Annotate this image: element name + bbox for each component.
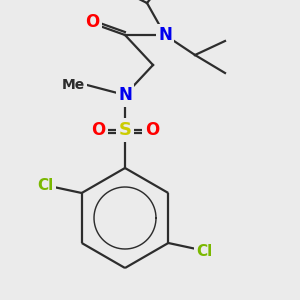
- Text: Cl: Cl: [196, 244, 212, 259]
- Text: Me: Me: [61, 78, 85, 92]
- Text: O: O: [145, 121, 159, 139]
- Text: S: S: [118, 121, 131, 139]
- Text: Cl: Cl: [38, 178, 54, 193]
- Text: O: O: [91, 121, 105, 139]
- Text: N: N: [158, 26, 172, 44]
- Text: N: N: [118, 86, 132, 104]
- Text: O: O: [85, 13, 99, 31]
